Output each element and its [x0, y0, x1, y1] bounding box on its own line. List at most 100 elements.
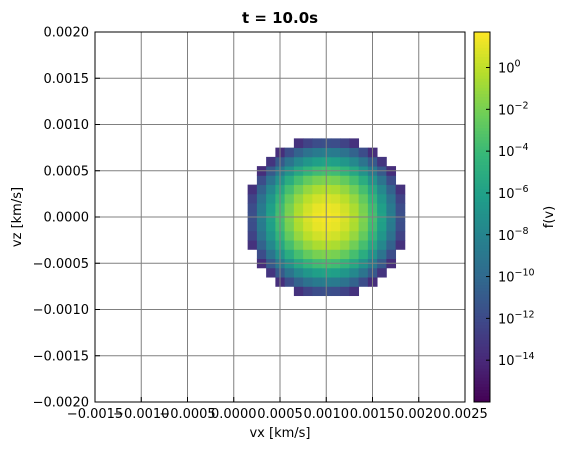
colorbar-segment — [474, 371, 490, 375]
heatmap-cell — [330, 138, 341, 149]
colorbar-segment — [474, 84, 490, 88]
heatmap-cell — [293, 175, 304, 186]
colorbar-segment — [474, 69, 490, 73]
heatmap-cell — [395, 221, 406, 232]
y-axis-ticks: −0.0020 −0.0015 −0.0010 −0.0005 0.0000 0.0005… — [33, 26, 100, 411]
colorbar-segment — [474, 127, 490, 132]
heatmap-cell — [293, 277, 304, 287]
heatmap-cell — [377, 240, 387, 250]
y-tick-label: 0.0000 — [44, 211, 90, 226]
heatmap-cell — [312, 147, 323, 158]
x-tick-label: 0.0005 — [257, 407, 303, 422]
heatmap-cell — [330, 147, 341, 158]
heatmap-cell — [303, 193, 313, 204]
heatmap-cell — [284, 277, 295, 287]
colorbar-segment — [474, 247, 490, 252]
heatmap-cell — [247, 184, 258, 195]
x-axis-label: vx [km/s] — [249, 426, 310, 441]
colorbar-segment — [474, 303, 490, 307]
heatmap-cell — [340, 193, 350, 204]
colorbar-segment — [474, 346, 490, 350]
heatmap-cell — [303, 175, 313, 186]
colorbar-segment — [474, 59, 490, 64]
colorbar-segment — [474, 343, 490, 347]
heatmap-cell — [293, 193, 304, 204]
colorbar-segment — [474, 124, 490, 128]
heatmap-cell — [358, 230, 369, 241]
heatmap-cell — [330, 277, 341, 287]
heatmap-cell — [330, 184, 341, 195]
colorbar-segment — [474, 312, 490, 317]
colorbar-segment — [474, 263, 490, 267]
heatmap-cell — [349, 267, 360, 278]
heatmap-cell — [330, 193, 341, 204]
heatmap-cell — [284, 156, 295, 167]
colorbar-segment — [474, 321, 490, 326]
colorbar-segment — [474, 155, 490, 159]
colorbar-segment — [474, 53, 490, 58]
heatmap-cell — [303, 138, 313, 149]
colorbar-segment — [474, 229, 490, 233]
colorbar-segment — [474, 300, 490, 304]
heatmap-cell — [256, 249, 267, 260]
heatmap-cell — [293, 156, 304, 167]
colorbar-segment — [474, 213, 490, 218]
heatmap-cell — [386, 175, 397, 186]
colorbar-segment — [474, 284, 490, 289]
y-tick-label: 0.0015 — [44, 72, 90, 87]
chart-title: t = 10.0s — [242, 9, 318, 27]
heatmap-cell — [312, 203, 323, 213]
heatmap-cell — [377, 203, 387, 213]
colorbar-segment — [474, 158, 490, 162]
colorbar-segment — [474, 315, 490, 320]
colorbar-segment — [474, 35, 490, 39]
heatmap-cell — [293, 286, 304, 297]
heatmap-cell — [303, 277, 313, 287]
heatmap-cell — [330, 249, 341, 260]
heatmap-cell — [340, 175, 350, 186]
colorbar-segment — [474, 106, 490, 110]
heatmap-cell — [386, 240, 397, 250]
heatmap-cell — [340, 230, 350, 241]
colorbar-segment — [474, 183, 490, 187]
colorbar-segment — [474, 324, 490, 329]
colorbar-segment — [474, 358, 490, 363]
heatmap-cell — [349, 230, 360, 241]
heatmap-cell — [386, 221, 397, 232]
heatmap-cell — [340, 277, 350, 287]
heatmap-cell — [256, 203, 267, 213]
colorbar-segment — [474, 195, 490, 199]
heatmap-cell — [386, 193, 397, 204]
x-tick-label: 0.0015 — [350, 407, 396, 422]
heatmap-cell — [340, 138, 350, 149]
colorbar-tick-label: 100 — [498, 59, 521, 77]
heatmap-cell — [358, 221, 369, 232]
colorbar-segment — [474, 244, 490, 249]
colorbar-segment — [474, 235, 490, 239]
colorbar-segment — [474, 102, 490, 107]
heatmap-cell — [395, 193, 406, 204]
y-axis-label: vz [km/s] — [10, 187, 25, 247]
colorbar-segment — [474, 352, 490, 357]
colorbar-frame — [473, 31, 491, 403]
colorbar-segment — [474, 133, 490, 138]
colorbar-segment — [474, 180, 490, 184]
colorbar-segment — [474, 361, 490, 366]
heatmap-cell — [293, 147, 304, 158]
colorbar-segment — [474, 281, 490, 286]
x-tick-label: −0.0015 — [67, 407, 123, 422]
colorbar-segment — [474, 87, 490, 91]
heatmap-cell — [312, 175, 323, 186]
heatmap-cell — [386, 203, 397, 213]
heatmap-cell — [395, 184, 406, 195]
heatmap-cell — [330, 240, 341, 250]
heatmap-cell — [377, 193, 387, 204]
heatmap-cell — [284, 221, 295, 232]
colorbar-segment — [474, 112, 490, 116]
heatmap-cell — [266, 156, 276, 167]
heatmap-cell — [266, 267, 276, 278]
heatmap-cell — [266, 184, 276, 195]
colorbar-tick-label: 10−14 — [498, 351, 535, 369]
heatmap-cell — [266, 240, 276, 250]
